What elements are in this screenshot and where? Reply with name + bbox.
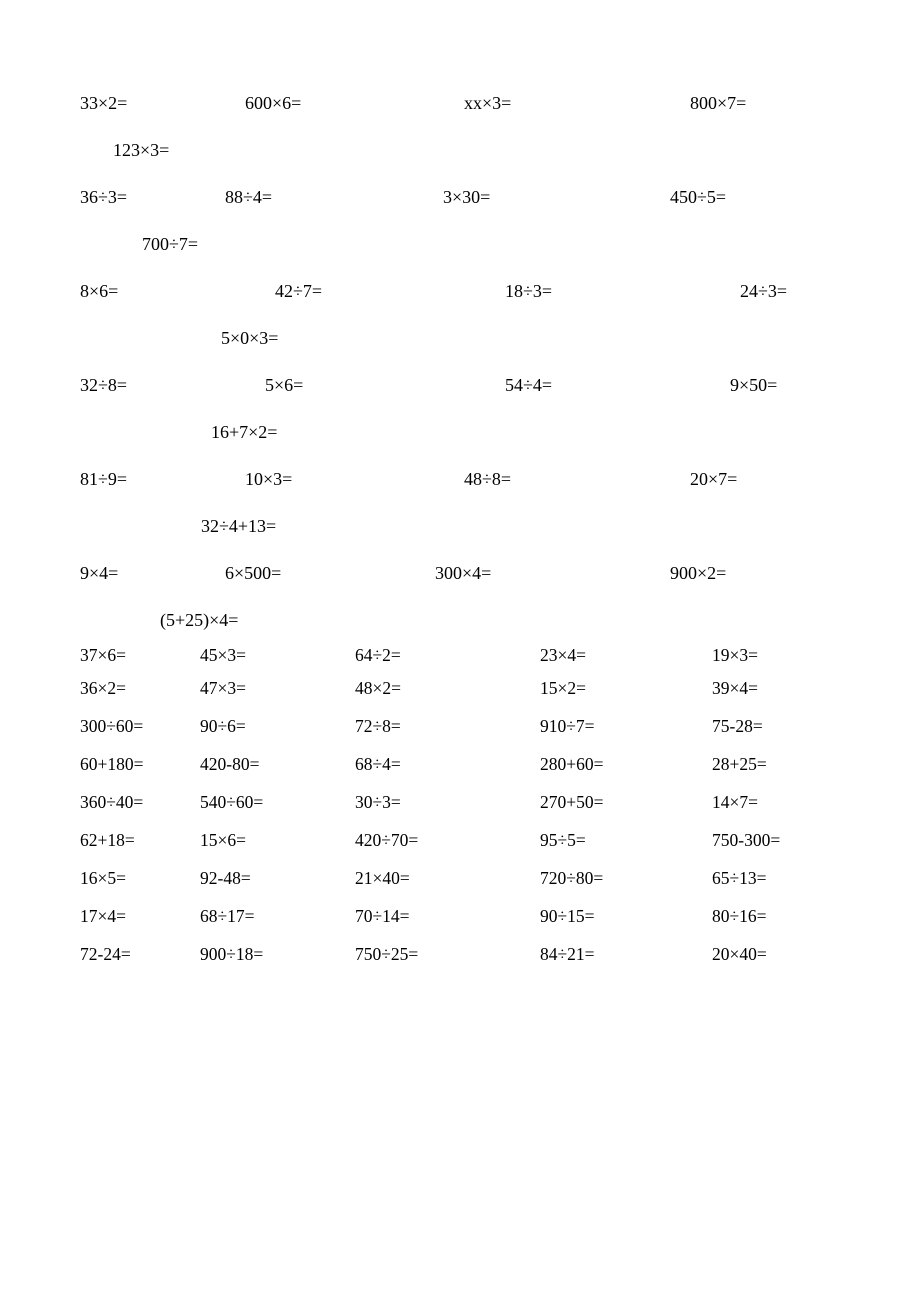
b1-expression: 9×50= (730, 376, 777, 394)
b1-expression: 81÷9= (80, 470, 127, 488)
b2-expression: 23×4= (540, 647, 586, 665)
b2-expression: 16×5= (80, 870, 126, 888)
b1-expression: 3×30= (443, 188, 490, 206)
b1-expression: 18÷3= (505, 282, 552, 300)
b1-expression: xx×3= (464, 94, 511, 112)
b1-expression: 42÷7= (275, 282, 322, 300)
b1-expression: 20×7= (690, 470, 737, 488)
b2-expression: 910÷7= (540, 718, 594, 736)
b1-expression: 800×7= (690, 94, 746, 112)
b1-expression: 900×2= (670, 564, 726, 582)
b2-expression: 750-300= (712, 832, 780, 850)
b2-expression: 30÷3= (355, 794, 401, 812)
b2-expression: 95÷5= (540, 832, 586, 850)
page: 33×2= 600×6= xx×3= 800×7= 123×3= 36÷3= 88÷4= 3×… (0, 0, 920, 1302)
b2-expression: 37×6= (80, 647, 126, 665)
b2-expression: 70÷14= (355, 908, 409, 926)
b2-expression: 420-80= (200, 756, 259, 774)
b1-expression: (5+25)×4= (160, 611, 238, 629)
b2-expression: 28+25= (712, 756, 767, 774)
b2-expression: 270+50= (540, 794, 604, 812)
b1-expression: 48÷8= (464, 470, 511, 488)
b2-expression: 17×4= (80, 908, 126, 926)
b1-expression: 600×6= (245, 94, 301, 112)
b2-expression: 92-48= (200, 870, 251, 888)
b1-expression: 123×3= (113, 141, 169, 159)
b2-expression: 64÷2= (355, 647, 401, 665)
b1-expression: 8×6= (80, 282, 118, 300)
b1-expression: 9×4= (80, 564, 118, 582)
b2-expression: 15×6= (200, 832, 246, 850)
b1-expression: 10×3= (245, 470, 292, 488)
b1-expression: 36÷3= (80, 188, 127, 206)
b2-expression: 420÷70= (355, 832, 418, 850)
b2-expression: 62+18= (80, 832, 135, 850)
b1-expression: 16+7×2= (211, 423, 277, 441)
b2-expression: 36×2= (80, 680, 126, 698)
b2-expression: 20×40= (712, 946, 767, 964)
b1-expression: 54÷4= (505, 376, 552, 394)
b2-expression: 750÷25= (355, 946, 418, 964)
b2-expression: 360÷40= (80, 794, 143, 812)
b2-expression: 15×2= (540, 680, 586, 698)
b2-expression: 19×3= (712, 647, 758, 665)
b2-expression: 900÷18= (200, 946, 263, 964)
b2-expression: 300÷60= (80, 718, 143, 736)
b1-expression: 5×0×3= (221, 329, 278, 347)
b1-expression: 33×2= (80, 94, 127, 112)
b2-expression: 90÷6= (200, 718, 246, 736)
b2-expression: 60+180= (80, 756, 144, 774)
b2-expression: 47×3= (200, 680, 246, 698)
b2-expression: 72÷8= (355, 718, 401, 736)
b2-expression: 68÷4= (355, 756, 401, 774)
b2-expression: 45×3= (200, 647, 246, 665)
b1-expression: 88÷4= (225, 188, 272, 206)
b2-expression: 75-28= (712, 718, 763, 736)
b2-expression: 48×2= (355, 680, 401, 698)
b2-expression: 14×7= (712, 794, 758, 812)
b1-expression: 700÷7= (142, 235, 198, 253)
b2-expression: 80÷16= (712, 908, 766, 926)
b1-expression: 450÷5= (670, 188, 726, 206)
b2-expression: 68÷17= (200, 908, 254, 926)
b2-expression: 720÷80= (540, 870, 603, 888)
b2-expression: 72-24= (80, 946, 131, 964)
b1-expression: 32÷4+13= (201, 517, 276, 535)
b1-expression: 32÷8= (80, 376, 127, 394)
b2-expression: 65÷13= (712, 870, 766, 888)
b1-expression: 6×500= (225, 564, 281, 582)
b2-expression: 540÷60= (200, 794, 263, 812)
b2-expression: 280+60= (540, 756, 604, 774)
b1-expression: 5×6= (265, 376, 303, 394)
b2-expression: 39×4= (712, 680, 758, 698)
b2-expression: 90÷15= (540, 908, 594, 926)
b2-expression: 21×40= (355, 870, 410, 888)
b2-expression: 84÷21= (540, 946, 594, 964)
b1-expression: 24÷3= (740, 282, 787, 300)
b1-expression: 300×4= (435, 564, 491, 582)
